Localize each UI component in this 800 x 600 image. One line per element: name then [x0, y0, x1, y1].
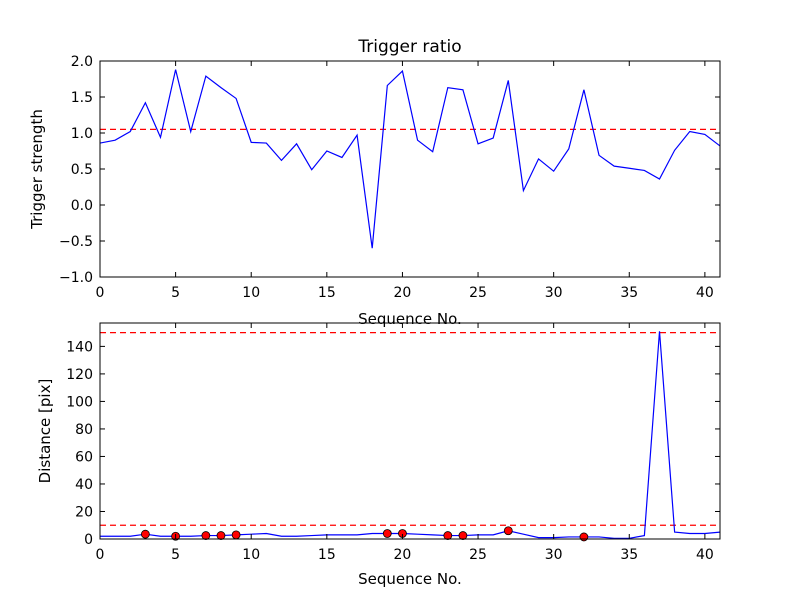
- top-x-tick-label: 0: [96, 285, 105, 301]
- bottom-y-tick-label: 40: [75, 477, 93, 493]
- top-x-axis-label: Sequence No.: [358, 310, 462, 328]
- bottom-series-line-0: [100, 331, 720, 539]
- bottom-x-tick-label: 15: [318, 547, 336, 563]
- top-x-tick-label: 5: [171, 285, 180, 301]
- top-x-tick-label: 10: [242, 285, 260, 301]
- top-x-tick-label: 40: [696, 285, 714, 301]
- bottom-x-tick-label: 20: [394, 547, 412, 563]
- top-plot-area: 0 5 10 15 20 25 30 35 40 −1.0 −0.5 0.0 0.5 1.0 1.5 2.0: [59, 54, 721, 301]
- top-y-tick-label: 1.0: [71, 126, 93, 142]
- bottom-y-tick-label: 0: [84, 532, 93, 548]
- bottom-x-tick-label: 30: [545, 547, 563, 563]
- bottom-x-tick-label: 25: [469, 547, 487, 563]
- top-y-tick-label: 1.5: [71, 90, 93, 106]
- bottom-marker-point: [201, 531, 211, 540]
- bottom-x-axis-label: Sequence No.: [358, 570, 462, 588]
- bottom-x-tick-label: 10: [242, 547, 260, 563]
- bottom-chart: 0 5 10 15 20 25 30 35 40 0 20 40 60 80 100 120 140 Seque…: [36, 322, 721, 588]
- top-axes-frame: [99, 60, 721, 278]
- top-y-tick-label: −0.5: [59, 234, 93, 250]
- top-y-tick-label: 0.0: [71, 198, 93, 214]
- bottom-marker-point: [231, 530, 241, 540]
- bottom-y-tick-label: 80: [75, 422, 93, 438]
- top-y-tick-label: −1.0: [59, 270, 93, 286]
- bottom-marker-point: [503, 526, 513, 536]
- bottom-y-tick-label: 140: [66, 339, 93, 355]
- bottom-marker-point: [579, 532, 589, 542]
- bottom-plot-area: 0 5 10 15 20 25 30 35 40 0 20 40 60 80 100 120 140: [66, 322, 721, 563]
- bottom-y-tick-label: 60: [75, 449, 93, 465]
- bottom-marker-point: [443, 531, 453, 540]
- top-x-tick-label: 15: [318, 285, 336, 301]
- bottom-marker-point: [458, 531, 468, 540]
- top-chart: Trigger ratio 0 5 10 15 20 25 30 35 40 −1.0 −0.5 0.…: [28, 37, 721, 328]
- top-y-axis-label: Trigger strength: [28, 109, 46, 230]
- top-y-tick-label: 2.0: [71, 54, 93, 70]
- bottom-marker-point: [140, 529, 150, 539]
- bottom-x-tick-label: 40: [696, 547, 714, 563]
- top-chart-title: Trigger ratio: [357, 37, 461, 57]
- bottom-x-tick-label: 5: [171, 547, 180, 563]
- bottom-marker-point: [382, 529, 392, 538]
- bottom-y-tick-label: 20: [75, 504, 93, 520]
- top-x-tick-label: 25: [469, 285, 487, 301]
- top-x-tick-label: 20: [394, 285, 412, 301]
- top-series-line-0: [100, 69, 720, 249]
- bottom-x-tick-label: 35: [620, 547, 638, 563]
- bottom-y-axis-label: Distance [pix]: [36, 379, 54, 484]
- top-y-tick-label: 0.5: [71, 162, 93, 178]
- bottom-x-tick-label: 0: [96, 547, 105, 563]
- top-x-tick-label: 30: [545, 285, 563, 301]
- bottom-marker-point: [216, 531, 226, 540]
- top-x-tick-label: 35: [620, 285, 638, 301]
- bottom-y-tick-label: 120: [66, 367, 93, 383]
- bottom-axes-frame: [99, 322, 721, 540]
- bottom-y-tick-label: 100: [66, 394, 93, 410]
